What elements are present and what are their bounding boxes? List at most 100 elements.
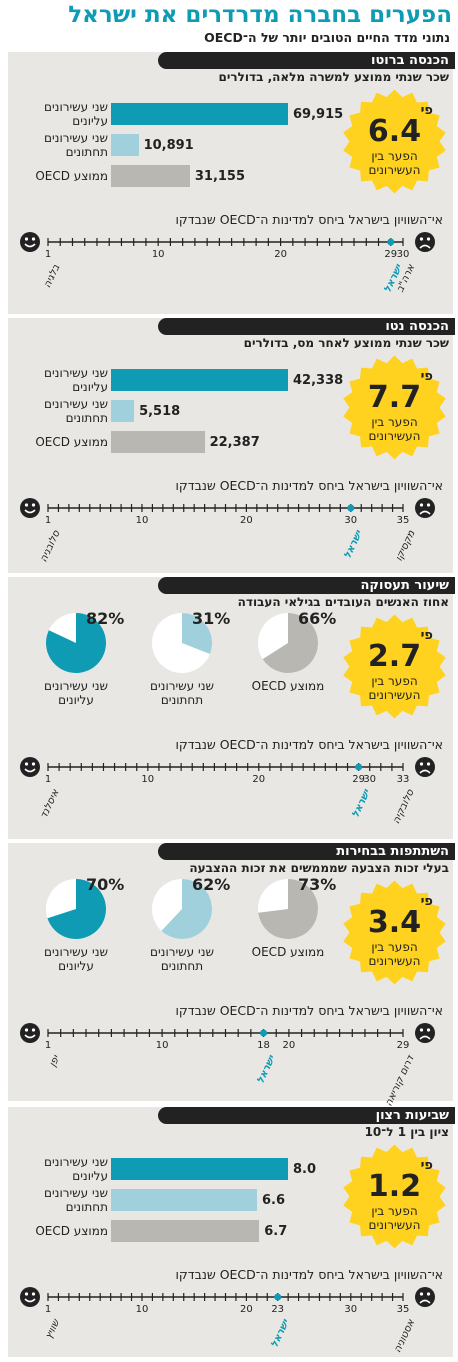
badge-text-1: הפער בין [371, 1204, 418, 1218]
axis-tick-label: 30 [344, 1304, 358, 1315]
sad-face-icon-mouth [419, 769, 431, 774]
sad-face-icon-head [415, 757, 435, 777]
sad-face-icon [415, 232, 435, 252]
badge-pi: פי [420, 1158, 433, 1173]
axis-tick-label: 10 [135, 1304, 149, 1315]
pie-label-3: ממוצע OECD [238, 679, 338, 693]
bar-label-1: שני עשירונים עליונים [8, 1155, 108, 1183]
panel-subtitle: ציון בין 1 ל־10 [364, 1125, 449, 1139]
pie-value-2: 62% [192, 875, 231, 894]
bar-1 [111, 369, 288, 391]
sad-face-icon-eye-right [426, 237, 431, 241]
happy-face-icon-eye-left [24, 762, 29, 766]
badge-star-icon [343, 614, 446, 719]
happy-face-icon-eye-right [31, 1028, 36, 1032]
sad-face-icon-eye-right [426, 1028, 431, 1032]
bar-value-1: 8.0 [293, 1162, 317, 1177]
bar-label-line: שני עשירונים [44, 1186, 108, 1200]
badge-text-2: העשירונים [368, 429, 421, 443]
gap-badge: פי 6.4 הפער בין העשירונים [342, 89, 447, 194]
pie-value-1: 70% [86, 875, 125, 894]
badge-text-2: העשירונים [368, 163, 421, 177]
badge-text-1: הפער בין [371, 149, 418, 163]
panel-2: הכנסה נטו שכר שנתי ממוצע לאחר מס, בדולרים… [8, 318, 455, 573]
sad-face-icon [415, 498, 435, 518]
happy-face-icon-eye-right [31, 503, 36, 507]
panel-title: הכנסה ברוטו [371, 53, 449, 68]
happy-face-icon [20, 232, 40, 252]
happy-face-icon-head [20, 1023, 40, 1043]
axis-title: אי־השוויון בישראל ביחס למדינות ה־OECD שנ… [175, 212, 443, 227]
gap-badge: פי 7.7 הפער בין העשירונים [342, 355, 447, 460]
badge-star-icon [343, 355, 446, 460]
bar-2 [111, 134, 139, 156]
pie-chart-svg [46, 613, 319, 673]
badge-text-1: הפער בין [371, 674, 418, 688]
bar-label-line: שני עשירונים [44, 1155, 108, 1169]
pie-label-line: תחתונים [160, 693, 204, 707]
badge-star-icon [343, 89, 446, 194]
axis-tick-label: 29 [352, 774, 365, 785]
axis-tick-label: 10 [135, 515, 149, 526]
inequality-axis-svg [20, 757, 435, 777]
pie-label-line: שני עשירונים [150, 945, 214, 959]
axis-tick-label: 29 [384, 249, 398, 260]
sad-face-icon-head [415, 232, 435, 252]
happy-face-icon [20, 1023, 40, 1043]
pie-slice-2 [182, 613, 212, 655]
axis-tick-label: 10 [151, 249, 165, 260]
axis-tick-label: 1 [44, 774, 52, 785]
bar-1 [111, 1158, 288, 1180]
panel-header: הכנסה נטו [158, 318, 455, 335]
gap-badge: פי 2.7 הפער בין העשירונים [342, 614, 447, 719]
pie-label-line: ממוצע OECD [251, 679, 325, 693]
bar-label-line: תחתונים [65, 411, 108, 425]
badge-star-shape [343, 880, 446, 985]
sad-face-icon-mouth [419, 1035, 431, 1040]
pie-value-2: 31% [192, 609, 231, 628]
happy-face-icon-eye-left [24, 503, 29, 507]
happy-face-icon [20, 1287, 40, 1307]
badge-star-shape [343, 355, 446, 460]
happy-face-icon-mouth [24, 243, 36, 248]
page-subtitle: נתוני מדד החיים הטובים יותר של ה־OECD [204, 30, 450, 45]
bar-3 [111, 431, 205, 453]
bar-value-3: 22,387 [209, 435, 260, 450]
pie-value-1: 82% [86, 609, 125, 628]
pie-slice-1 [46, 613, 107, 673]
bar-label-3: ממוצע OECD [8, 169, 108, 183]
bar-value-1: 69,915 [293, 107, 344, 122]
bar-3 [111, 1220, 260, 1242]
pie-label-2: שני עשירונים תחתונים [132, 945, 232, 973]
axis-tick-label: 1 [44, 1040, 52, 1051]
bar-label-line: שני עשירונים [44, 100, 108, 114]
inequality-axis-svg [20, 1287, 435, 1307]
panel-subtitle: אחוז האנשים העובדים בגילאי העבודה [237, 595, 449, 609]
bar-1 [111, 103, 288, 125]
bar-label-line: ממוצע OECD [35, 1224, 108, 1238]
badge-ratio: 3.4 [367, 905, 422, 940]
badge-pi: פי [420, 103, 433, 118]
bar-label-line: ממוצע OECD [35, 435, 108, 449]
happy-face-icon-eye-right [31, 1292, 36, 1296]
panel-subtitle: שכר שנתי ממוצע למשרה מלאה, בדולרים [218, 70, 449, 84]
axis-tick-label: 35 [396, 515, 410, 526]
badge-star-icon [343, 880, 446, 985]
axis-tick-label: 1 [44, 515, 52, 526]
pie-label-line: שני עשירונים [150, 679, 214, 693]
happy-face-icon-mouth [24, 1034, 36, 1039]
sad-face-icon-eye-left [419, 1028, 424, 1032]
gap-badge: פי 1.2 הפער בין העשירונים [342, 1144, 447, 1249]
badge-star-shape [343, 89, 446, 194]
sad-face-icon-eye-right [426, 762, 431, 766]
pie-label-1: שני עשירונים עליונים [26, 679, 126, 707]
happy-face-icon-mouth [24, 1298, 36, 1303]
sad-face-icon-mouth [419, 1299, 431, 1304]
bar-label-line: תחתונים [65, 1200, 108, 1214]
pie-label-line: שני עשירונים [44, 945, 108, 959]
happy-face-icon [20, 757, 40, 777]
badge-ratio: 6.4 [367, 114, 422, 149]
happy-face-icon-head [20, 757, 40, 777]
israel-marker [274, 1293, 282, 1301]
panel-4: השתתפות בבחירות בעלי זכות הצבעה שמממשים א… [8, 843, 455, 1108]
